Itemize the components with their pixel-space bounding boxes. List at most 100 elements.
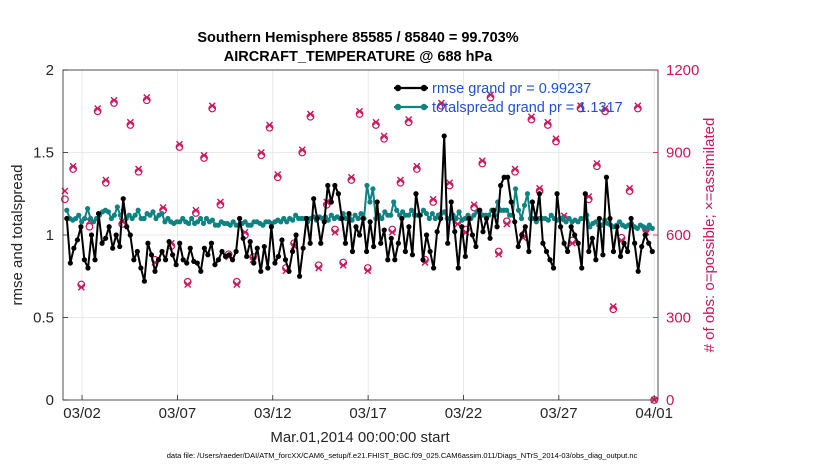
rmse-point bbox=[621, 241, 626, 246]
rmse-point bbox=[554, 191, 559, 196]
spread-point bbox=[546, 218, 551, 223]
rmse-point bbox=[293, 232, 298, 237]
rmse-point bbox=[399, 216, 404, 221]
rmse-point bbox=[392, 257, 397, 262]
rmse-point bbox=[255, 246, 260, 251]
rmse-point bbox=[71, 246, 76, 251]
rmse-point bbox=[198, 269, 203, 274]
rmse-point bbox=[505, 175, 510, 180]
rmse-point bbox=[329, 199, 334, 204]
rmse-point bbox=[336, 191, 341, 196]
rmse-point bbox=[276, 254, 281, 259]
rmse-point bbox=[562, 241, 567, 246]
rmse-point bbox=[286, 269, 291, 274]
legend-spread-marker bbox=[395, 104, 401, 110]
rmse-point bbox=[639, 244, 644, 249]
rmse-point bbox=[614, 224, 619, 229]
rmse-point bbox=[537, 191, 542, 196]
rmse-point bbox=[234, 249, 239, 254]
rmse-point bbox=[166, 239, 171, 244]
rmse-point bbox=[449, 199, 454, 204]
rmse-point bbox=[516, 244, 521, 249]
rmse-point bbox=[456, 265, 461, 270]
rmse-point bbox=[498, 183, 503, 188]
spread-point bbox=[85, 206, 90, 211]
rmse-point bbox=[177, 241, 182, 246]
rmse-point bbox=[452, 229, 457, 234]
rmse-point bbox=[92, 257, 97, 262]
chart-title-line2: AIRCRAFT_TEMPERATURE @ 688 hPa bbox=[224, 49, 493, 65]
spread-point bbox=[367, 199, 372, 204]
y-axis-label: rmse and totalspread bbox=[9, 165, 26, 306]
x-tick-label: 03/17 bbox=[349, 405, 387, 422]
rmse-point bbox=[244, 254, 249, 259]
rmse-point bbox=[237, 216, 242, 221]
rmse-point bbox=[375, 199, 380, 204]
rmse-point bbox=[226, 252, 231, 257]
rmse-point bbox=[445, 241, 450, 246]
rmse-point bbox=[547, 257, 552, 262]
rmse-point bbox=[343, 241, 348, 246]
spread-point bbox=[406, 213, 411, 218]
legend-rmse-label: rmse grand pr = 0.99237 bbox=[432, 81, 591, 97]
rmse-point bbox=[149, 252, 154, 257]
rmse-point bbox=[435, 229, 440, 234]
rmse-point bbox=[318, 241, 323, 246]
spread-point bbox=[430, 211, 435, 216]
rmse-point bbox=[494, 224, 499, 229]
rmse-point bbox=[159, 249, 164, 254]
spread-point bbox=[394, 208, 399, 213]
rmse-point bbox=[135, 249, 140, 254]
spread-point bbox=[290, 218, 295, 223]
rmse-point bbox=[188, 246, 193, 251]
rmse-point bbox=[403, 249, 408, 254]
rmse-point bbox=[311, 196, 316, 201]
data-file-footer: data file: /Users/raeder/DAI/ATM_forcXX/… bbox=[167, 451, 638, 460]
rmse-point bbox=[389, 236, 394, 241]
chart-title-line1: Southern Hemisphere 85585 / 85840 = 99.7… bbox=[197, 30, 518, 46]
spread-point bbox=[388, 213, 393, 218]
spread-point bbox=[519, 216, 524, 221]
rmse-point bbox=[241, 236, 246, 241]
rmse-point bbox=[308, 241, 313, 246]
rmse-point bbox=[96, 211, 101, 216]
rmse-point bbox=[523, 224, 528, 229]
spread-point bbox=[522, 203, 527, 208]
rmse-point bbox=[427, 249, 432, 254]
rmse-point bbox=[258, 269, 263, 274]
spread-point bbox=[112, 213, 117, 218]
rmse-point bbox=[413, 191, 418, 196]
rmse-point bbox=[487, 236, 492, 241]
spread-point bbox=[650, 226, 655, 231]
rmse-point bbox=[131, 257, 136, 262]
spread-point bbox=[391, 199, 396, 204]
legend-rmse-marker bbox=[395, 85, 401, 91]
chart-figure: Southern Hemisphere 85585 / 85840 = 99.7… bbox=[0, 0, 830, 470]
rmse-point bbox=[114, 232, 119, 237]
rmse-point bbox=[604, 175, 609, 180]
rmse-point bbox=[540, 241, 545, 246]
rmse-point bbox=[170, 252, 175, 257]
rmse-point bbox=[368, 219, 373, 224]
rmse-point bbox=[107, 224, 112, 229]
rmse-point bbox=[396, 241, 401, 246]
rmse-point bbox=[466, 216, 471, 221]
spread-point bbox=[525, 191, 530, 196]
spread-point bbox=[106, 209, 111, 214]
y2-tick-label: 300 bbox=[666, 310, 691, 327]
rmse-point bbox=[442, 133, 447, 138]
rmse-point bbox=[64, 216, 69, 221]
rmse-point bbox=[565, 249, 570, 254]
x-tick-label: 03/07 bbox=[159, 405, 197, 422]
rmse-point bbox=[597, 216, 602, 221]
rmse-point bbox=[142, 279, 147, 284]
spread-point bbox=[424, 211, 429, 216]
rmse-point bbox=[339, 216, 344, 221]
rmse-point bbox=[350, 249, 355, 254]
rmse-point bbox=[533, 216, 538, 221]
rmse-point bbox=[82, 257, 87, 262]
x-axis-label: Mar.01,2014 00:00:00 start bbox=[270, 429, 450, 446]
rmse-point bbox=[378, 241, 383, 246]
rmse-point bbox=[315, 216, 320, 221]
rmse-point bbox=[216, 257, 221, 262]
